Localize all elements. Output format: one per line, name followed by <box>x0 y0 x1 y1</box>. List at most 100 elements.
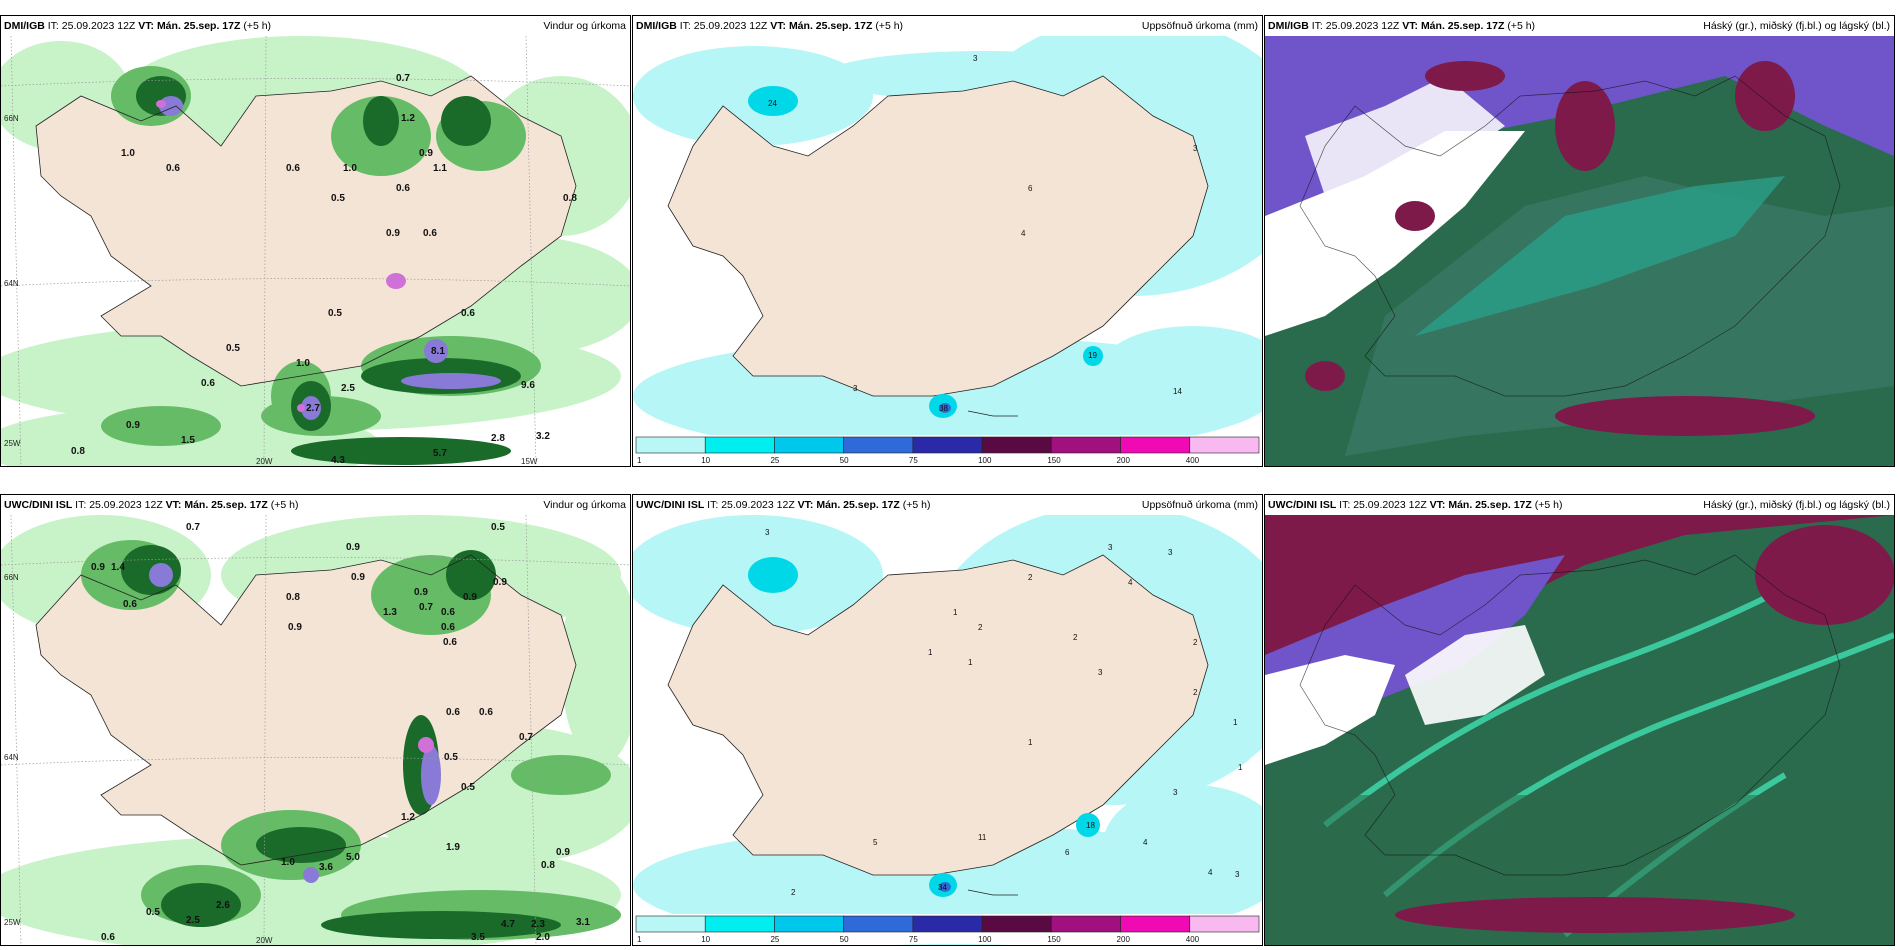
map-value: 3 <box>1168 548 1173 557</box>
map-value: 1.5 <box>181 435 195 446</box>
cloud-map <box>1265 515 1894 945</box>
init-time: 25.09.2023 12Z <box>89 499 163 511</box>
panel-uwc-clouds: UWC/DINI ISL IT: 25.09.2023 12Z VT: Mán.… <box>1264 494 1895 946</box>
map-value: 4 <box>1143 838 1148 847</box>
map-value: 1.2 <box>401 812 415 823</box>
colorbar-swatch <box>1051 436 1121 454</box>
map-value: 0.6 <box>166 163 180 174</box>
colorbar-swatch <box>912 436 983 454</box>
colorbar-swatch <box>843 436 914 454</box>
map-value: 1.0 <box>296 358 310 369</box>
map-value: 2 <box>791 888 796 897</box>
colorbar-swatch <box>1120 436 1191 454</box>
panel-dmi-clouds: DMI/IGB IT: 25.09.2023 12Z VT: Mán. 25.s… <box>1264 15 1895 467</box>
map-value: 2.3 <box>531 919 545 930</box>
map-value: 5.0 <box>346 852 360 863</box>
it-label: IT: <box>679 20 691 32</box>
map-value: 5 <box>873 838 878 847</box>
colorbar: 1 10 25 50 75 100 150 200 400 <box>634 435 1261 465</box>
map-value: 4.7 <box>501 919 515 930</box>
grid-label: 64N <box>4 753 19 762</box>
vt-label: VT: <box>138 20 155 32</box>
valid-time: Mán. 25.sep. 17Z <box>156 20 241 32</box>
map-value: 4 <box>1208 868 1213 877</box>
map-value: 0.8 <box>541 860 555 871</box>
map-value: 0.9 <box>493 577 507 588</box>
map-value: 2.7 <box>306 403 320 414</box>
map-value: 0.9 <box>556 847 570 858</box>
map-value: 0.5 <box>328 308 342 319</box>
map-value: 1.9 <box>446 842 460 853</box>
colorbar-swatch <box>704 915 775 933</box>
colorbar-tick-label: 25 <box>770 456 779 465</box>
model-name: UWC/DINI ISL <box>636 499 705 511</box>
map-value: 3.6 <box>319 862 333 873</box>
vt-label: VT: <box>770 20 787 32</box>
colorbar-tick-label: 10 <box>701 456 710 465</box>
map-value: 0.6 <box>443 637 457 648</box>
field-title: Uppsöfnuð úrkoma (mm) <box>1141 499 1258 511</box>
it-label: IT: <box>75 499 87 511</box>
it-label: IT: <box>47 20 59 32</box>
colorbar-tick-label: 1 <box>637 935 642 944</box>
lead-time: (+5 h) <box>875 20 904 32</box>
valid-time: Mán. 25.sep. 17Z <box>788 20 873 32</box>
map-value: 0.9 <box>126 420 140 431</box>
colorbar-svg: 1 10 25 50 75 100 150 200 400 <box>635 915 1260 944</box>
colorbar-tick-label: 100 <box>978 456 992 465</box>
colorbar-swatch <box>981 436 1052 454</box>
colorbar-swatch <box>1189 436 1260 454</box>
map-value: 0.8 <box>71 446 85 457</box>
model-name: DMI/IGB <box>636 20 677 32</box>
colorbar-tick-label: 150 <box>1047 935 1061 944</box>
cloud-map <box>1265 36 1894 466</box>
map-value: 1.3 <box>383 607 397 618</box>
map-value: 0.6 <box>123 599 137 610</box>
map-value: 1.0 <box>121 148 135 159</box>
panel-grid-labels: 66N 64N 25W 20W <box>4 573 273 945</box>
it-label: IT: <box>707 499 719 511</box>
colorbar-tick-label: 400 <box>1186 456 1200 465</box>
map-value: 0.9 <box>346 542 360 553</box>
map-value: 24 <box>768 99 777 108</box>
colorbar-tick-label: 400 <box>1186 935 1200 944</box>
colorbar-tick-label: 10 <box>701 935 710 944</box>
map-value: 0.9 <box>386 228 400 239</box>
panel-uwc-wind-precip: UWC/DINI ISL IT: 25.09.2023 12Z VT: Mán.… <box>0 494 631 946</box>
colorbar-swatch <box>981 915 1052 933</box>
map-value: 0.6 <box>441 607 455 618</box>
panel-header: UWC/DINI ISL IT: 25.09.2023 12Z VT: Mán.… <box>1 495 630 515</box>
map-value: 1.1 <box>433 163 447 174</box>
map-value: 0.9 <box>419 148 433 159</box>
map-value: 0.6 <box>441 622 455 633</box>
map-value: 11 <box>978 833 987 842</box>
map-value: 3 <box>853 384 858 393</box>
init-time: 25.09.2023 12Z <box>721 499 795 511</box>
map-value: 4.3 <box>331 455 345 466</box>
map-value: 3 <box>1173 788 1178 797</box>
panel-header: UWC/DINI ISL IT: 25.09.2023 12Z VT: Mán.… <box>1265 495 1894 515</box>
colorbar-swatch <box>843 915 914 933</box>
map-value: 0.5 <box>491 522 505 533</box>
map-value: 3 <box>1235 870 1240 879</box>
grid-label: 66N <box>4 114 19 123</box>
init-time: 25.09.2023 12Z <box>693 20 768 32</box>
precip-values: 0.7 1.0 0.6 0.6 1.0 0.5 0.9 0.6 0.9 0.6 … <box>71 73 577 466</box>
map-value: 4 <box>1128 578 1133 587</box>
vt-label: VT: <box>797 499 814 511</box>
map-value: 0.5 <box>226 343 240 354</box>
map-value: 0.6 <box>423 228 437 239</box>
map-value: 6 <box>1065 848 1070 857</box>
grid-label: 20W <box>256 936 273 945</box>
colorbar-tick-label: 200 <box>1117 456 1131 465</box>
map-value: 2 <box>1193 638 1198 647</box>
init-time: 25.09.2023 12Z <box>1353 499 1427 511</box>
valid-time: Mán. 25.sep. 17Z <box>184 499 268 511</box>
map-value: 4 <box>1021 229 1026 238</box>
vt-label: VT: <box>165 499 182 511</box>
colorbar-swatch <box>912 915 983 933</box>
colorbar-tick-label: 25 <box>770 935 779 944</box>
map-value: 0.8 <box>286 592 300 603</box>
colorbar-tick-label: 50 <box>840 935 849 944</box>
map-value: 0.5 <box>461 782 475 793</box>
